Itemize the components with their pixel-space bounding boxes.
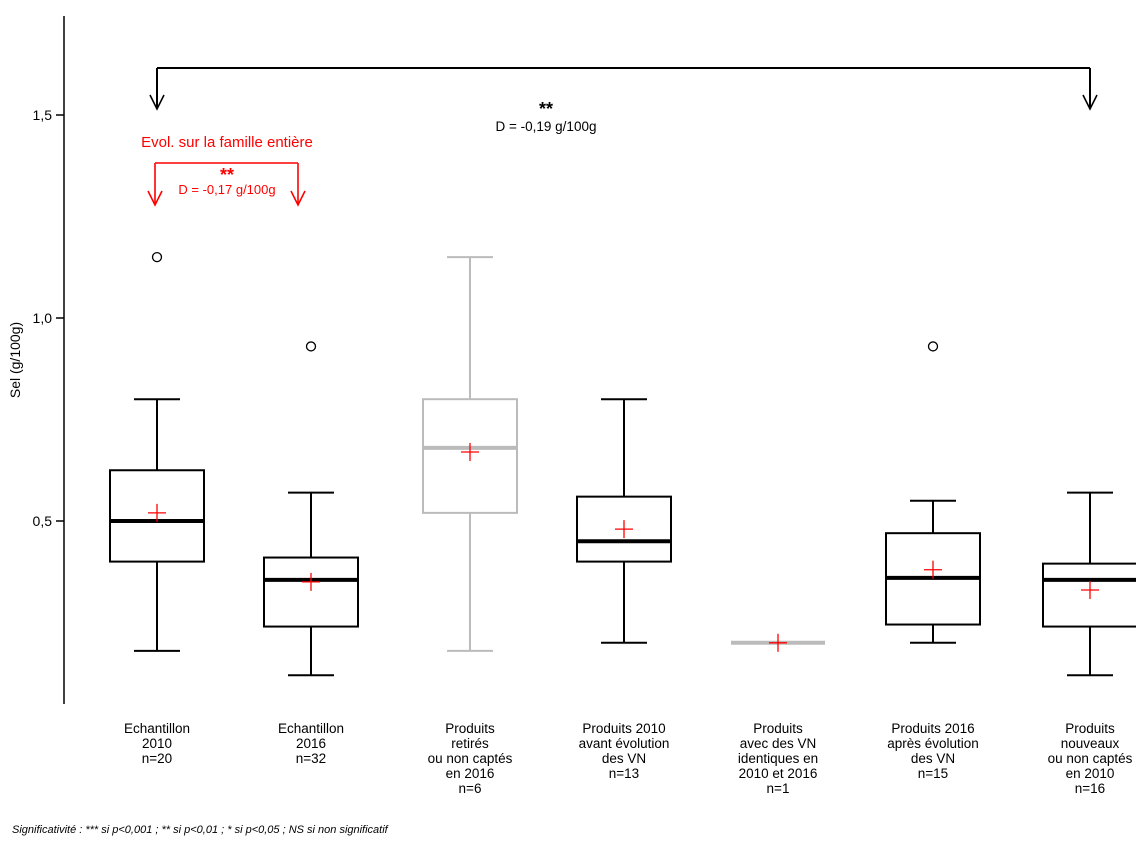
category-label: Produits 2016 après évolution des VN n=15 [887,721,979,781]
category-label-line: n=32 [296,751,326,766]
box-group [1042,491,1136,677]
box-group [422,256,518,652]
category-label-line: en 2016 [446,766,495,781]
box-iqr [422,398,518,514]
bracket-left-arrow [147,190,163,207]
bracket-family: Evol. sur la famille entière **D = -0,17 … [141,134,313,207]
category-label-line: identiques en [738,751,818,766]
category-label-line: avec des VN [740,736,817,751]
category-label-line: avant évolution [579,736,670,751]
category-label-line: Produits 2010 [582,721,665,736]
category-label-line: Produits 2016 [891,721,974,736]
category-label-line: retirés [451,736,489,751]
box-iqr [1042,562,1136,628]
category-label-line: Produits [1065,721,1115,736]
y-tick-label: 1,5 [33,107,53,123]
box-groups [109,251,1136,677]
category-label-line: en 2010 [1066,766,1115,781]
category-label-line: 2010 et 2016 [739,766,818,781]
outlier-point [305,341,317,352]
box-group [885,341,981,644]
category-label: Produits nouveaux ou non captés en 2010 n=16 [1048,721,1133,796]
category-label-line: n=15 [918,766,948,781]
category-label: Produits 2010 avant évolution des VN n=13 [579,721,670,781]
category-label-line: n=20 [142,751,172,766]
category-label: Echantillon 2010 n=20 [124,721,190,766]
category-label-line: Echantillon [278,721,344,736]
box-iqr [576,495,672,563]
difference-label: D = -0,19 g/100g [496,119,597,134]
category-label: Echantillon 2016 n=32 [278,721,344,766]
box-group [109,251,205,652]
box-group [731,633,825,652]
category-label-line: ou non captés [428,751,513,766]
difference-label: D = -0,17 g/100g [178,182,275,197]
significance-stars: ** [220,165,234,185]
category-label-line: 2010 [142,736,172,751]
category-label-line: des VN [911,751,955,766]
category-label-line: nouveaux [1061,736,1120,751]
category-label-line: après évolution [887,736,979,751]
y-tick-label: 0,5 [33,513,53,529]
bracket-overall: **D = -0,19 g/100g [149,67,1098,134]
category-label: Produits avec des VN identiques en 2010 et … [738,721,818,796]
box-group [576,398,672,644]
category-label-line: n=16 [1075,781,1105,796]
category-label-line: n=13 [609,766,639,781]
y-axis-ticks: 0,5 1,0 1,5 [33,107,64,529]
category-label-line: 2016 [296,736,326,751]
category-label-line: n=1 [767,781,790,796]
bracket-left-arrow [149,94,165,111]
outlier-point [927,341,939,352]
y-tick-label: 1,0 [33,310,53,326]
box-iqr [109,469,205,563]
significance-stars: ** [539,99,553,119]
y-axis-label: Sel (g/100g) [7,322,23,398]
category-label-line: ou non captés [1048,751,1133,766]
annotation-title: Evol. sur la famille entière [141,134,313,151]
box-iqr [263,556,359,628]
bracket-right-arrow [290,190,306,207]
category-label-line: Produits [445,721,495,736]
category-label-line: Echantillon [124,721,190,736]
category-label-line: des VN [602,751,646,766]
category-label-line: Produits [753,721,803,736]
category-label-line: n=6 [459,781,482,796]
category-label: Produits retirés ou non captés en 2016 n=6 [428,721,513,796]
outlier-point [151,251,163,263]
box-group [263,341,359,677]
significance-footnote: Significativité : *** si p<0,001 ; ** si… [12,824,388,836]
bracket-right-arrow [1082,94,1098,111]
